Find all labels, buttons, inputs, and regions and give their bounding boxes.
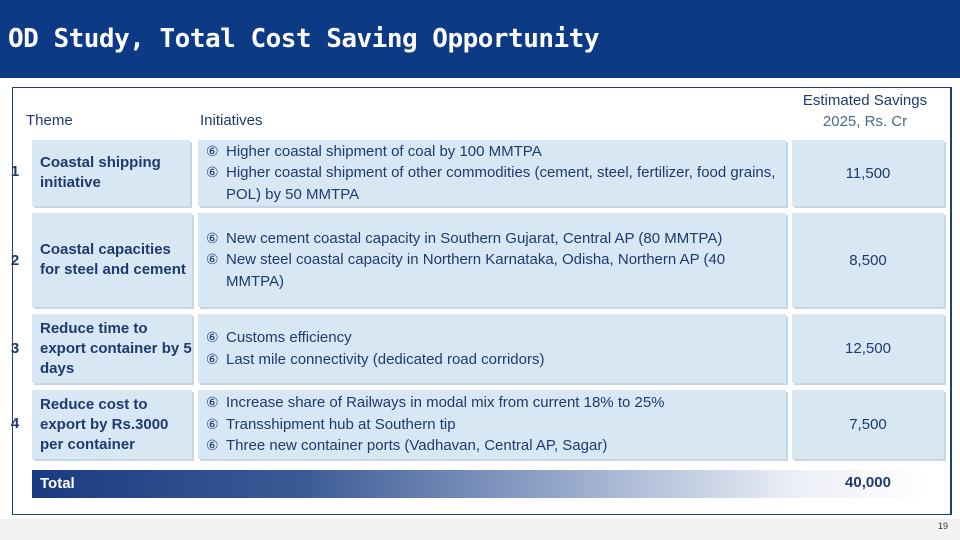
header-estimated-savings: Estimated Savings 2025, Rs. Cr	[786, 90, 944, 132]
theme-label: Reduce time to export container by 5 day…	[40, 319, 192, 377]
savings-cell: 7,500	[792, 390, 944, 459]
theme-cell: Reduce time to export container by 5 day…	[32, 314, 192, 383]
circled-six-bullet-icon: ⑥	[206, 229, 219, 246]
initiative-item: ⑥ Three new container ports (Vadhavan, Ce…	[206, 435, 786, 457]
initiative-item: ⑥ Higher coastal shipment of other commod…	[206, 162, 786, 205]
savings-cell: 11,500	[792, 140, 944, 206]
circled-six-bullet-icon: ⑥	[206, 164, 219, 181]
theme-label: Coastal capacities for steel and cement	[40, 241, 186, 278]
initiative-item: ⑥ New steel coastal capacity in Northern …	[206, 249, 786, 292]
total-value: 40,000	[845, 474, 891, 491]
total-bar: Total	[32, 470, 932, 498]
savings-cell: 12,500	[792, 314, 944, 383]
circled-six-bullet-icon: ⑥	[206, 415, 219, 432]
initiatives-cell: ⑥ Increase share of Railways in modal mix…	[198, 390, 786, 459]
row-number: 2	[10, 252, 20, 269]
savings-cell: 8,500	[792, 213, 944, 307]
initiative-item: ⑥ New cement coastal capacity in Southern…	[206, 228, 786, 250]
circled-six-bullet-icon: ⑥	[206, 350, 219, 367]
theme-label: Reduce cost to export by Rs.3000 per con…	[40, 395, 169, 453]
circled-six-bullet-icon: ⑥	[206, 142, 219, 159]
header-savings-line2: 2025, Rs. Cr	[822, 113, 908, 130]
theme-label: Coastal shipping initiative	[40, 154, 161, 191]
initiatives-cell: ⑥ New cement coastal capacity in Southern…	[198, 213, 786, 307]
initiatives-cell: ⑥ Customs efficiency ⑥ Last mile connectiv…	[198, 314, 786, 383]
initiative-item: ⑥ Transshipment hub at Southern tip	[206, 414, 786, 436]
title-bar: OD Study, Total Cost Saving Opportunity	[0, 0, 960, 78]
header-savings-line1: Estimated Savings	[802, 92, 928, 109]
footer-bar	[0, 519, 960, 540]
theme-cell: Coastal shipping initiative	[32, 140, 190, 206]
table-frame	[12, 87, 952, 515]
initiative-item: ⑥ Increase share of Railways in modal mix…	[206, 392, 786, 414]
circled-six-bullet-icon: ⑥	[206, 437, 219, 454]
circled-six-bullet-icon: ⑥	[206, 251, 219, 268]
initiative-item: ⑥ Higher coastal shipment of coal by 100 …	[206, 141, 786, 163]
row-number: 3	[10, 340, 20, 357]
page-title: OD Study, Total Cost Saving Opportunity	[8, 24, 599, 54]
header-theme: Theme	[26, 112, 73, 129]
initiatives-cell: ⑥ Higher coastal shipment of coal by 100 …	[198, 140, 786, 206]
circled-six-bullet-icon: ⑥	[206, 329, 219, 345]
row-number: 4	[10, 415, 20, 432]
header-initiatives: Initiatives	[200, 112, 263, 129]
total-label: Total	[40, 475, 75, 492]
initiative-item: ⑥ Last mile connectivity (dedicated road …	[206, 349, 786, 371]
initiative-item: ⑥ Customs efficiency	[206, 327, 786, 349]
theme-cell: Reduce cost to export by Rs.3000 per con…	[32, 390, 192, 459]
row-number: 1	[10, 163, 20, 180]
circled-six-bullet-icon: ⑥	[206, 394, 219, 411]
theme-cell: Coastal capacities for steel and cement	[32, 213, 192, 307]
page-number: 19	[937, 521, 948, 531]
